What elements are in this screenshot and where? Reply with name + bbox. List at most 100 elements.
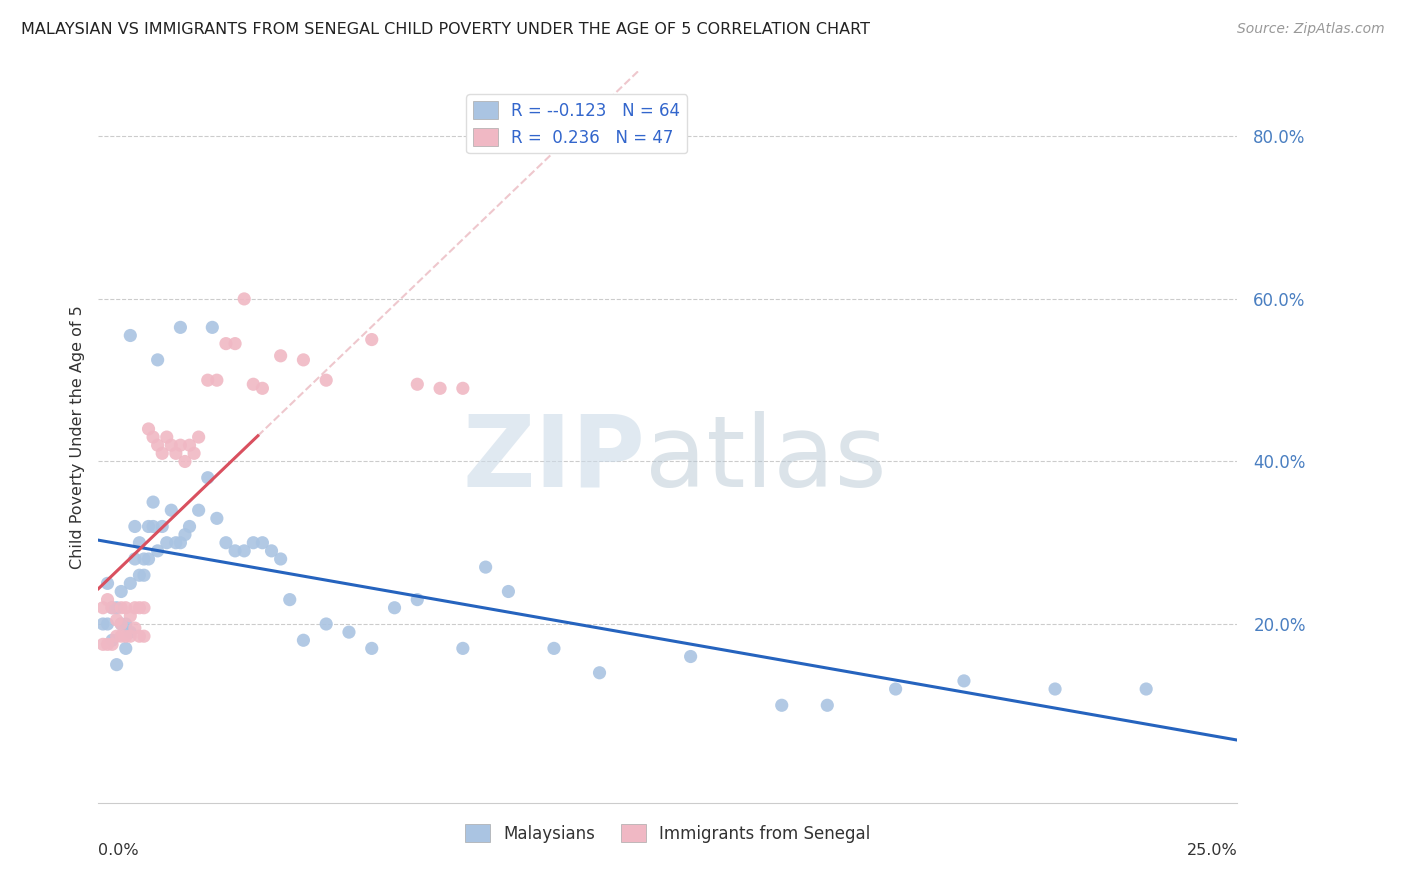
Point (150, 519, 173, 533)
Point (315, 373, 337, 387)
Point (451, 641, 474, 656)
Point (174, 527, 197, 541)
Point (150, 446, 173, 460)
Point (114, 629, 136, 643)
Point (120, 576, 142, 591)
Point (165, 446, 187, 460)
Point (360, 333, 382, 347)
Text: MALAYSIAN VS IMMIGRANTS FROM SENEGAL CHILD POVERTY UNDER THE AGE OF 5 CORRELATIO: MALAYSIAN VS IMMIGRANTS FROM SENEGAL CHI… (21, 22, 870, 37)
Point (110, 617, 132, 632)
Point (132, 600, 155, 615)
Point (498, 584, 520, 599)
Point (474, 560, 496, 574)
Point (120, 608, 142, 623)
Point (132, 568, 155, 582)
Point (101, 600, 124, 615)
Point (128, 568, 150, 582)
Point (124, 600, 146, 615)
Point (96, 617, 118, 632)
Point (201, 320, 224, 334)
Point (96, 576, 118, 591)
Legend: Malaysians, Immigrants from Senegal: Malaysians, Immigrants from Senegal (458, 817, 877, 849)
Point (132, 552, 155, 566)
Point (96, 637, 118, 651)
Point (406, 377, 429, 392)
Point (120, 629, 142, 643)
Point (160, 503, 183, 517)
Point (105, 613, 128, 627)
Point (187, 430, 209, 444)
Point (169, 535, 191, 549)
Text: 0.0%: 0.0% (98, 843, 139, 858)
Point (91, 617, 114, 632)
Point (197, 373, 219, 387)
Point (156, 535, 179, 549)
Point (101, 600, 124, 615)
Point (315, 617, 337, 632)
Point (815, 698, 838, 713)
Point (242, 377, 264, 392)
Point (174, 454, 197, 468)
Point (543, 641, 565, 656)
Point (183, 446, 205, 460)
Point (187, 503, 209, 517)
Point (110, 600, 132, 615)
Point (101, 633, 124, 648)
Point (142, 519, 165, 533)
Point (224, 336, 246, 351)
Point (384, 600, 406, 615)
Point (146, 352, 169, 367)
Point (406, 592, 429, 607)
Point (252, 381, 274, 395)
Point (128, 600, 150, 615)
Point (260, 544, 283, 558)
Point (128, 535, 150, 549)
Point (270, 552, 292, 566)
Point (142, 430, 165, 444)
Point (215, 535, 238, 549)
Point (105, 600, 128, 615)
Point (252, 535, 274, 549)
Point (197, 471, 219, 485)
Point (292, 633, 315, 648)
Point (233, 292, 256, 306)
Point (146, 438, 169, 452)
Point (179, 438, 201, 452)
Point (278, 592, 301, 607)
Point (1135, 681, 1157, 696)
Text: atlas: atlas (645, 410, 887, 508)
Point (1043, 681, 1066, 696)
Point (128, 629, 150, 643)
Point (953, 673, 976, 688)
Point (114, 600, 136, 615)
Text: ZIP: ZIP (463, 410, 645, 508)
Point (124, 552, 146, 566)
Point (205, 373, 228, 387)
Point (142, 495, 165, 509)
Point (884, 681, 907, 696)
Point (91, 600, 114, 615)
Point (679, 649, 702, 664)
Point (451, 381, 474, 395)
Point (337, 625, 360, 640)
Point (360, 641, 382, 656)
Point (132, 629, 155, 643)
Text: 25.0%: 25.0% (1187, 843, 1237, 858)
Point (120, 625, 142, 640)
Point (205, 511, 228, 525)
Point (124, 621, 146, 635)
Point (242, 535, 264, 549)
Point (138, 422, 160, 436)
Point (169, 438, 191, 452)
Point (110, 584, 132, 599)
Point (146, 544, 169, 558)
Point (233, 544, 256, 558)
Point (770, 698, 793, 713)
Point (105, 629, 128, 643)
Y-axis label: Child Poverty Under the Age of 5: Child Poverty Under the Age of 5 (69, 305, 84, 569)
Point (165, 535, 187, 549)
Point (138, 519, 160, 533)
Point (588, 665, 610, 680)
Point (105, 657, 128, 672)
Point (169, 320, 191, 334)
